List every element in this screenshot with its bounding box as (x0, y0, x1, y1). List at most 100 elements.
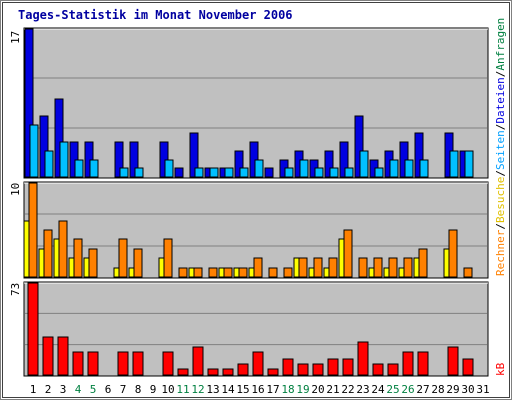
anfragen-bar-12 (189, 132, 199, 178)
kb-bar-12 (192, 346, 204, 376)
legend-besuche: Besuche (494, 177, 507, 223)
day-label-27: 27 (416, 383, 429, 396)
day-label-11: 11 (176, 383, 189, 396)
day-label-22: 22 (341, 383, 354, 396)
dateien-bar-10 (164, 159, 174, 178)
dateien-bar-27 (419, 159, 429, 178)
kb-bar-5 (87, 351, 99, 376)
day-label-5: 5 (90, 383, 97, 396)
legend-separator: / (494, 223, 507, 230)
dateien-bar-26 (404, 159, 414, 178)
anfragen-bar-3 (54, 98, 64, 178)
rechner-bar-8 (133, 248, 143, 278)
day-label-31: 31 (476, 383, 489, 396)
kb-bar-7 (117, 351, 129, 376)
kb-bar-15 (237, 363, 249, 376)
kb-bar-27 (417, 351, 429, 376)
anfragen-bar-7 (114, 141, 124, 178)
y-max-label: 10 (9, 183, 22, 196)
kb-bar-19 (297, 363, 309, 376)
anfragen-bar-11 (174, 167, 184, 178)
day-label-4: 4 (75, 383, 82, 396)
legend-rechner: Rechner (494, 229, 507, 276)
day-label-17: 17 (266, 383, 279, 396)
dateien-bar-24 (374, 167, 384, 178)
kb-bar-2 (42, 336, 54, 376)
dateien-bar-13 (209, 167, 219, 178)
anfragen-bar-27 (414, 132, 424, 178)
legend-top: Rechner/Besuche/Seiten/Dateien/Anfragen (494, 18, 507, 276)
kb-bar-4 (72, 351, 84, 376)
day-label-7: 7 (120, 383, 127, 396)
dateien-bar-8 (134, 167, 144, 178)
kb-bar-29 (447, 346, 459, 376)
inner-border (2, 2, 510, 398)
rechner-bar-24 (373, 257, 383, 278)
day-label-12: 12 (191, 383, 204, 396)
kb-bar-1 (27, 282, 39, 376)
dateien-bar-1 (29, 124, 39, 178)
kb-bar-26 (402, 351, 414, 376)
kb-bar-18 (282, 358, 294, 376)
day-label-8: 8 (135, 383, 142, 396)
day-label-29: 29 (446, 383, 459, 396)
y-max-label: 17 (9, 31, 22, 44)
dateien-bar-22 (344, 167, 354, 178)
dateien-bar-15 (239, 167, 249, 178)
day-label-20: 20 (311, 383, 324, 396)
rechner-bar-14 (223, 267, 233, 278)
rechner-bar-10 (163, 238, 173, 278)
day-label-25: 25 (386, 383, 399, 396)
kb-bar-10 (162, 351, 174, 376)
dateien-bar-20 (314, 167, 324, 178)
kb-bar-30 (462, 358, 474, 376)
y-max-label: 73 (9, 283, 22, 296)
dateien-bar-5 (89, 159, 99, 178)
anfragen-bar-21 (324, 150, 334, 178)
dateien-bar-21 (329, 167, 339, 178)
kb-bar-8 (132, 351, 144, 376)
day-label-2: 2 (45, 383, 52, 396)
legend-dateien: Dateien (494, 77, 507, 123)
rechner-bar-2 (43, 229, 53, 278)
day-label-24: 24 (371, 383, 385, 396)
day-label-10: 10 (161, 383, 174, 396)
kb-bar-20 (312, 363, 324, 376)
rechner-bar-25 (388, 257, 398, 278)
kb-bar-14 (222, 368, 234, 376)
kb-bar-3 (57, 336, 69, 376)
day-label-1: 1 (30, 383, 37, 396)
rechner-bar-16 (253, 257, 263, 278)
kb-bar-25 (387, 363, 399, 376)
rechner-bar-19 (298, 257, 308, 278)
day-label-30: 30 (461, 383, 474, 396)
rechner-bar-12 (193, 267, 203, 278)
rechner-bar-17 (268, 267, 278, 278)
rechner-bar-29 (448, 229, 458, 278)
day-label-6: 6 (105, 383, 112, 396)
anfragen-bar-2 (39, 115, 49, 178)
day-label-9: 9 (150, 383, 157, 396)
legend-separator: / (494, 170, 507, 177)
rechner-bar-20 (313, 257, 323, 278)
dateien-bar-25 (389, 159, 399, 178)
day-label-16: 16 (251, 383, 264, 396)
kb-bar-24 (372, 363, 384, 376)
legend-bottom: kB (494, 362, 507, 376)
rechner-bar-11 (178, 267, 188, 278)
day-label-19: 19 (296, 383, 309, 396)
day-label-28: 28 (431, 383, 444, 396)
dateien-bar-29 (449, 150, 459, 178)
day-label-21: 21 (326, 383, 339, 396)
legend-anfragen: Anfragen (494, 18, 507, 71)
dateien-bar-4 (74, 159, 84, 178)
legend-seiten: Seiten (494, 130, 507, 170)
day-label-14: 14 (221, 383, 235, 396)
day-label-3: 3 (60, 383, 67, 396)
rechner-bar-18 (283, 267, 293, 278)
kb-bar-11 (177, 368, 189, 376)
day-label-15: 15 (236, 383, 249, 396)
day-label-23: 23 (356, 383, 369, 396)
